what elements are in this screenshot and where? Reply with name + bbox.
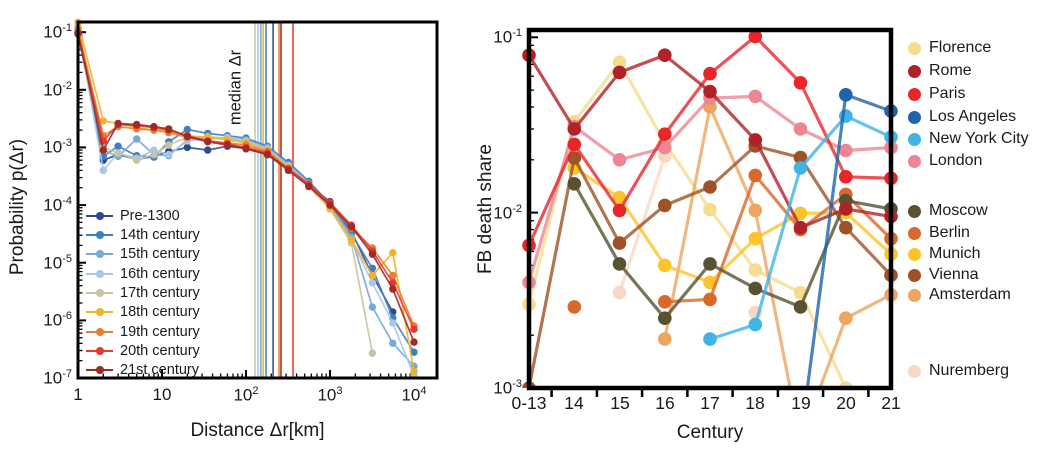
legend-item-London: London [908, 152, 982, 170]
legend-label: New York City [929, 130, 1029, 147]
left-y-axis-label: Probability p(Δr) [7, 138, 28, 276]
right-xtick: 20 [836, 393, 856, 413]
legend-item-15th century: 15th century [86, 246, 200, 262]
legend-item-Nuremberg: Nuremberg [908, 362, 1009, 380]
left-ytick: 10-4 [43, 195, 72, 215]
legend-label: 16th century [120, 266, 200, 282]
left-series [74, 18, 418, 378]
legend-item-Amsterdam: Amsterdam [908, 286, 1011, 304]
legend-line-icon [86, 308, 113, 316]
left-xtick: 102 [233, 385, 259, 405]
legend-item-Munich: Munich [908, 245, 981, 263]
legend-item-Paris: Paris [908, 85, 965, 103]
legend-line-icon [86, 366, 113, 374]
right-series [522, 29, 898, 388]
left-ytick: 10-1 [43, 22, 72, 42]
legend-label: London [929, 152, 983, 169]
right-ytick: 10-2 [493, 203, 522, 223]
legend-label: Paris [929, 85, 966, 102]
legend-line-icon [86, 212, 113, 220]
legend-item-Los Angeles: Los Angeles [908, 108, 1016, 126]
legend-item-14th century: 14th century [86, 227, 200, 243]
legend-label: Vienna [929, 266, 979, 283]
left-ytick: 10-7 [43, 368, 72, 388]
legend-line-icon [86, 270, 113, 278]
legend-dot-icon [908, 41, 921, 55]
right-xtick: 16 [655, 393, 675, 413]
legend-item-21st century: 21st century [86, 362, 199, 378]
legend-dot-icon [908, 364, 921, 378]
legend-item-Rome: Rome [908, 62, 972, 80]
legend-item-18th century: 18th century [86, 304, 200, 320]
legend-line-icon [86, 250, 113, 258]
legend-label: 15th century [120, 246, 200, 262]
legend-label: 21st century [120, 362, 199, 378]
legend-label: Pre-1300 [120, 208, 180, 224]
legend-item-16th century: 16th century [86, 266, 200, 282]
legend-item-Pre-1300: Pre-1300 [86, 208, 180, 224]
legend-line-icon [86, 328, 113, 336]
legend-label: 18th century [120, 304, 200, 320]
legend-label: Amsterdam [929, 286, 1011, 303]
legend-item-19th century: 19th century [86, 324, 200, 340]
left-x-axis-label: Distance Δr[km] [190, 420, 325, 441]
right-chart-svg [522, 27, 898, 397]
left-ytick: 10-6 [43, 310, 72, 330]
legend-label: Munich [929, 245, 981, 262]
legend-item-Berlin: Berlin [908, 224, 970, 242]
legend-label: Los Angeles [929, 108, 1017, 125]
legend-dot-icon [908, 226, 921, 240]
legend-item-New York City: New York City [908, 130, 1029, 148]
right-xtick: 19 [791, 393, 811, 413]
legend-label: Berlin [929, 224, 970, 241]
left-xtick: 1 [73, 385, 83, 404]
left-ytick: 10-3 [43, 137, 72, 157]
legend-label: 20th century [120, 343, 200, 359]
legend-dot-icon [908, 110, 921, 124]
legend-item-Moscow: Moscow [908, 202, 988, 220]
legend-label: Florence [929, 39, 992, 56]
right-xtick: 18 [745, 393, 765, 413]
legend-dot-icon [908, 154, 921, 168]
legend-line-icon [86, 347, 113, 355]
legend-dot-icon [908, 64, 921, 78]
legend-item-17th century: 17th century [86, 285, 200, 301]
legend-dot-icon [908, 87, 921, 101]
legend-dot-icon [908, 132, 921, 146]
median-lines [254, 22, 294, 378]
left-panel: Probability p(Δr) median Δr Distance Δr[… [0, 0, 470, 457]
legend-label: Moscow [929, 202, 988, 219]
right-ytick: 10-1 [493, 27, 522, 47]
legend-label: 17th century [120, 285, 200, 301]
legend-label: Rome [929, 62, 972, 79]
legend-label: 19th century [120, 324, 200, 340]
legend-dot-icon [908, 288, 921, 302]
left-chart-svg [74, 18, 439, 380]
legend-item-20th century: 20th century [86, 343, 200, 359]
right-xtick: 17 [700, 393, 720, 413]
right-panel: FB death share Century 10-1 10-2 10-3 0-13 1… [470, 0, 1060, 457]
legend-item-Vienna: Vienna [908, 266, 979, 284]
legend-label: Nuremberg [929, 362, 1010, 379]
legend-dot-icon [908, 204, 921, 218]
left-ytick: 10-2 [43, 80, 72, 100]
legend-dot-icon [908, 268, 921, 282]
right-xtick: 21 [881, 393, 901, 413]
legend-label: 14th century [120, 227, 200, 243]
right-ytick: 10-3 [493, 378, 522, 398]
right-xtick: 14 [564, 393, 584, 413]
legend-item-Florence: Florence [908, 39, 991, 57]
legend-line-icon [86, 289, 113, 297]
left-xtick: 104 [401, 385, 427, 405]
right-x-axis-label: Century [676, 422, 744, 443]
left-xtick: 10 [152, 385, 172, 404]
right-xtick: 0-13 [511, 393, 547, 413]
legend-dot-icon [908, 247, 921, 261]
legend-line-icon [86, 231, 113, 239]
median-annotation: median Δr [226, 49, 245, 126]
left-xtick: 103 [317, 385, 343, 405]
right-xtick: 15 [610, 393, 630, 413]
left-ytick: 10-5 [43, 253, 72, 273]
